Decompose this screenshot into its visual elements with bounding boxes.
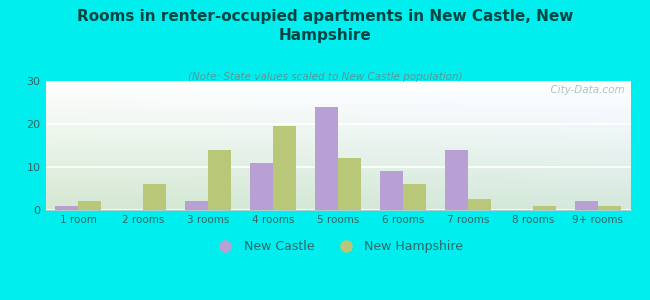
Bar [403,184,426,210]
Legend: New Castle, New Hampshire: New Castle, New Hampshire [207,235,469,258]
Bar [575,201,598,210]
Text: Rooms in renter-occupied apartments in New Castle, New
Hampshire: Rooms in renter-occupied apartments in N… [77,9,573,43]
Bar [143,184,166,210]
Bar [598,206,621,210]
Bar [338,158,361,210]
Bar [185,201,208,210]
Bar [468,199,491,210]
Bar [78,201,101,210]
Bar [380,171,403,210]
Bar [55,206,78,210]
Text: City-Data.com: City-Data.com [544,85,625,95]
Bar [250,163,273,210]
Bar [208,150,231,210]
Bar [445,150,468,210]
Bar [533,206,556,210]
Bar [315,107,338,210]
Text: (Note: State values scaled to New Castle population): (Note: State values scaled to New Castle… [188,72,462,82]
Bar [273,126,296,210]
